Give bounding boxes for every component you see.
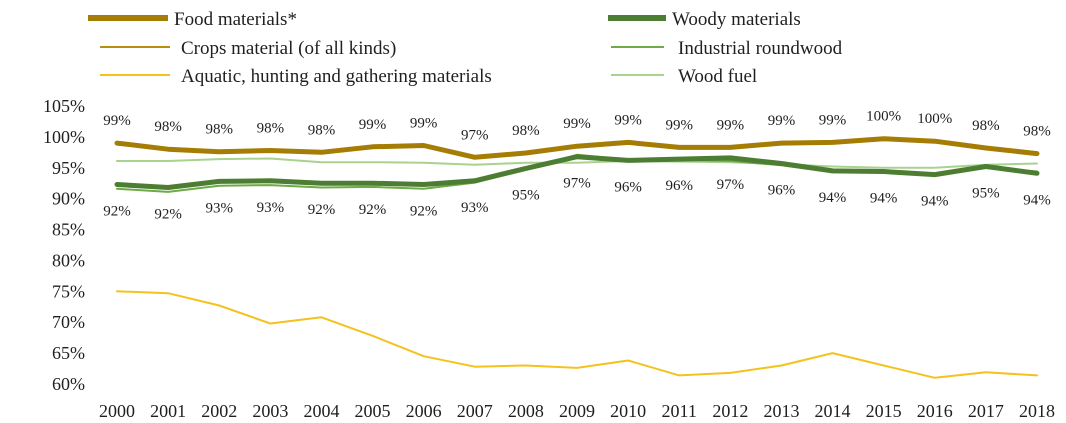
data-label-food-materials-2014: 99% [819, 112, 847, 128]
data-label-woody-materials-2003: 93% [257, 200, 285, 216]
data-label-woody-materials-2018: 94% [1023, 192, 1051, 208]
y-tick-label-80: 80% [52, 250, 85, 270]
y-tick-label-90: 90% [52, 189, 85, 209]
y-tick-label-60: 60% [52, 374, 85, 394]
x-tick-label-2013: 2013 [763, 401, 799, 421]
series-line-wood-fuel [116, 157, 1038, 169]
x-tick-label-2007: 2007 [457, 401, 493, 421]
data-label-woody-materials-2005: 92% [359, 202, 387, 218]
data-label-food-materials-2006: 99% [410, 116, 438, 132]
y-tick-label-85: 85% [52, 220, 85, 240]
data-label-food-materials-2015: 100% [866, 109, 901, 125]
data-label-woody-materials-2007: 93% [461, 200, 489, 216]
x-tick-label-2006: 2006 [406, 401, 442, 421]
data-label-food-materials-2001: 98% [154, 119, 182, 135]
data-label-woody-materials-2013: 96% [768, 182, 796, 198]
data-label-woody-materials-2008: 95% [512, 187, 540, 203]
series-line-food-materials [114, 136, 1040, 160]
y-tick-label-100: 100% [43, 127, 85, 147]
y-tick-label-105: 105% [43, 96, 85, 116]
data-label-woody-materials-2004: 92% [308, 202, 336, 218]
x-tick-label-2016: 2016 [917, 401, 953, 421]
data-label-food-materials-2011: 99% [665, 117, 693, 133]
data-label-woody-materials-2015: 94% [870, 190, 898, 206]
data-label-woody-materials-2006: 92% [410, 203, 438, 219]
x-tick-label-2002: 2002 [201, 401, 237, 421]
data-label-food-materials-2008: 98% [512, 123, 540, 139]
x-tick-label-2000: 2000 [99, 401, 135, 421]
x-tick-label-2011: 2011 [662, 401, 697, 421]
data-label-food-materials-2002: 98% [205, 122, 233, 138]
x-tick-label-2003: 2003 [252, 401, 288, 421]
data-label-food-materials-2018: 98% [1023, 124, 1051, 140]
legend-label-industrial-roundwood: Industrial roundwood [678, 38, 843, 59]
legend-label-crops-material-of-all-kinds: Crops material (of all kinds) [181, 38, 396, 59]
data-label-food-materials-2004: 98% [308, 122, 336, 138]
data-label-woody-materials-2002: 93% [205, 200, 233, 216]
data-label-food-materials-2009: 99% [563, 116, 591, 132]
y-tick-label-65: 65% [52, 343, 85, 363]
data-label-woody-materials-2012: 97% [717, 177, 745, 193]
x-tick-label-2012: 2012 [712, 401, 748, 421]
data-label-food-materials-2017: 98% [972, 118, 1000, 134]
data-label-food-materials-2003: 98% [257, 120, 285, 136]
data-label-food-materials-2016: 100% [917, 111, 952, 127]
x-tick-label-2018: 2018 [1019, 401, 1055, 421]
legend-label-food-materials: Food materials* [174, 9, 297, 30]
series-line-woody-materials [114, 154, 1040, 190]
x-tick-label-2004: 2004 [303, 401, 339, 421]
x-tick-label-2008: 2008 [508, 401, 544, 421]
data-label-woody-materials-2000: 92% [103, 203, 131, 219]
y-tick-label-95: 95% [52, 158, 85, 178]
y-tick-label-75: 75% [52, 281, 85, 301]
data-label-food-materials-2007: 97% [461, 127, 489, 143]
x-tick-label-2001: 2001 [150, 401, 186, 421]
data-label-food-materials-2012: 99% [717, 117, 745, 133]
x-tick-label-2009: 2009 [559, 401, 595, 421]
data-label-woody-materials-2014: 94% [819, 190, 847, 206]
x-tick-label-2010: 2010 [610, 401, 646, 421]
x-tick-label-2015: 2015 [866, 401, 902, 421]
y-tick-label-70: 70% [52, 312, 85, 332]
data-label-food-materials-2000: 99% [103, 113, 131, 129]
data-label-woody-materials-2017: 95% [972, 186, 1000, 202]
x-tick-label-2017: 2017 [968, 401, 1004, 421]
data-label-food-materials-2013: 99% [768, 113, 796, 129]
legend-label-aquatic-hunting-and-gathering-materials: Aquatic, hunting and gathering materials [181, 66, 492, 87]
x-tick-label-2005: 2005 [355, 401, 391, 421]
data-label-woody-materials-2001: 92% [154, 207, 182, 223]
data-label-woody-materials-2016: 94% [921, 194, 949, 210]
x-tick-label-2014: 2014 [815, 401, 851, 421]
data-label-woody-materials-2011: 96% [665, 178, 693, 194]
data-label-woody-materials-2010: 96% [614, 179, 642, 195]
legend-label-woody-materials: Woody materials [672, 9, 801, 30]
series-line-aquatic-hunting-and-gathering-materials [116, 290, 1038, 379]
data-label-food-materials-2005: 99% [359, 117, 387, 133]
data-label-food-materials-2010: 99% [614, 112, 642, 128]
data-label-woody-materials-2009: 97% [563, 176, 591, 192]
legend-label-wood-fuel: Wood fuel [678, 66, 757, 87]
